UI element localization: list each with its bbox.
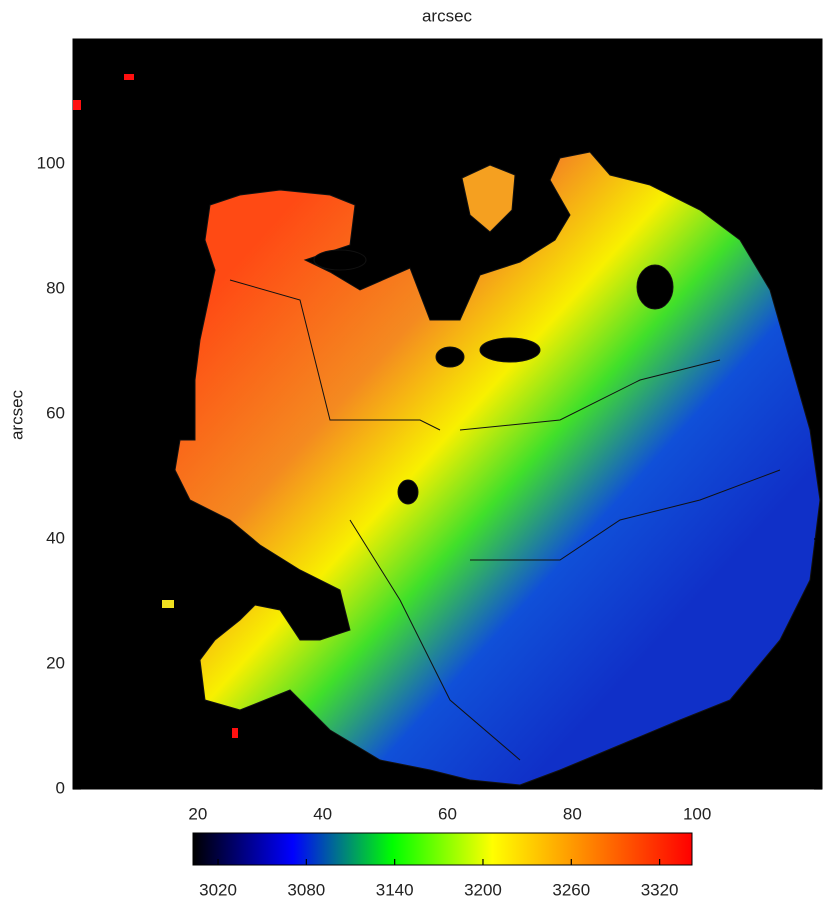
specks xyxy=(73,74,238,738)
y-axis-title: arcsec xyxy=(7,389,26,440)
x-tick-label: 20 xyxy=(188,804,207,823)
velocity-map xyxy=(174,151,821,786)
y-tick-label: 80 xyxy=(46,278,65,297)
x-tick-label: 40 xyxy=(313,804,332,823)
x-tick-label: 60 xyxy=(438,804,457,823)
x-axis-title: arcsec xyxy=(422,6,473,25)
colorbar-tick-label: 3140 xyxy=(376,880,414,899)
y-tick-label: 60 xyxy=(46,403,65,422)
colorbar-tick-label: 3020 xyxy=(199,880,237,899)
colorbar-tick-label: 3080 xyxy=(287,880,325,899)
y-tick-label: 20 xyxy=(46,653,65,672)
colorbar-tick-label: 3320 xyxy=(641,880,679,899)
colorbar xyxy=(192,832,693,866)
y-tick-label: 0 xyxy=(56,778,65,797)
colorbar-tick-label: 3200 xyxy=(464,880,502,899)
y-tick-label: 100 xyxy=(37,153,65,172)
x-tick-label: 100 xyxy=(683,804,711,823)
y-tick-label: 40 xyxy=(46,528,65,547)
colorbar-tick-label: 3260 xyxy=(552,880,590,899)
x-tick-label: 80 xyxy=(563,804,582,823)
